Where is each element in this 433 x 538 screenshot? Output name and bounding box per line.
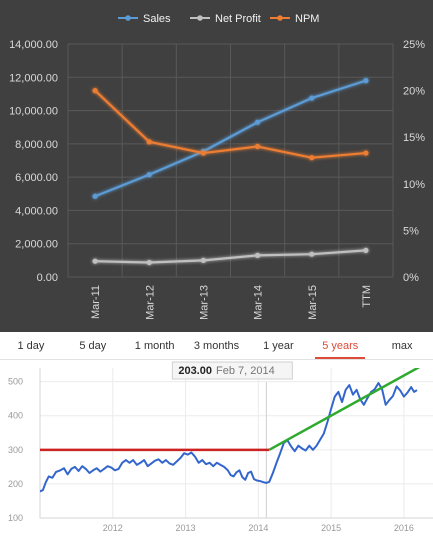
price-tooltip: 203.00 Feb 7, 2014 <box>171 361 293 380</box>
tooltip-text: 203.00 Feb 7, 2014 <box>178 365 274 377</box>
price-chart-svg: 100 200 300 400 500 2012 2013 2014 2015 2016 203.0… <box>8 361 433 533</box>
price-y-tick-label: 300 <box>8 445 23 455</box>
y-right-tick-label: 25% <box>403 39 425 51</box>
y-left-tick-label: 4,000.00 <box>15 205 58 217</box>
price-line <box>40 382 418 493</box>
x-tick-label: Mar-14 <box>253 285 265 320</box>
financials-chart: 0.00 2,000.00 4,000.00 6,000.00 8,000.00 10,0… <box>0 0 433 332</box>
data-point <box>146 259 152 266</box>
price-x-tick-label: 2012 <box>103 523 123 533</box>
tooltip-date: Feb 7, 2014 <box>216 365 275 377</box>
data-point <box>146 139 152 145</box>
data-point <box>363 150 369 156</box>
tooltip-box <box>171 361 293 380</box>
series-line <box>94 89 367 159</box>
financials-chart-svg: 0.00 2,000.00 4,000.00 6,000.00 8,000.00 10,0… <box>9 13 425 320</box>
y-left-tick-label: 6,000.00 <box>15 172 58 184</box>
range-tab-5-day[interactable]: 5 day <box>79 340 107 352</box>
data-point <box>309 251 315 257</box>
data-point <box>254 119 261 125</box>
legend-swatch-dot <box>197 15 203 21</box>
x-tick-label: Mar-13 <box>198 285 210 320</box>
y-left-tick-label: 0.00 <box>37 272 58 284</box>
range-tab-1-day[interactable]: 1 day <box>17 340 45 352</box>
series-0 <box>92 78 369 199</box>
range-tab-5-years[interactable]: 5 years <box>309 332 371 359</box>
y-right-tick-label: 15% <box>403 132 425 144</box>
data-point <box>309 155 315 161</box>
range-selector: 1 day 5 day 1 month 3 months 1 year 5 years ma… <box>0 332 433 360</box>
y-right-tick-label: 5% <box>403 225 419 237</box>
legend-label: Net Profit <box>215 13 261 25</box>
price-x-tick-label: 2013 <box>176 523 196 533</box>
data-point <box>146 172 152 178</box>
data-point <box>254 252 261 258</box>
range-tab-1-year[interactable]: 1 year <box>263 340 294 352</box>
price-x-tick-label: 2016 <box>394 523 414 533</box>
series-line <box>95 249 366 264</box>
data-point <box>254 143 261 150</box>
y-left-tick-label: 12,000.00 <box>9 72 58 84</box>
y-left-tick-label: 2,000.00 <box>15 239 58 251</box>
y-right-tick-label: 0% <box>403 272 419 284</box>
trend-line <box>268 368 421 451</box>
data-point <box>200 150 207 156</box>
price-y-tick-label: 200 <box>8 479 23 489</box>
x-tick-label: Mar-11 <box>90 285 102 319</box>
y-right-tick-label: 10% <box>403 179 425 191</box>
y-left-tick-label: 10,000.00 <box>9 106 58 118</box>
data-point <box>309 95 315 101</box>
price-x-tick-label: 2015 <box>321 523 341 533</box>
price-y-tick-label: 100 <box>8 513 23 523</box>
y-right-tick-label: 20% <box>403 86 425 98</box>
y-left-tick-label: 8,000.00 <box>15 139 58 151</box>
legend-label: Sales <box>143 13 171 25</box>
legend-swatch-dot <box>125 15 131 21</box>
legend-label: NPM <box>295 13 319 25</box>
data-point <box>92 88 98 94</box>
data-point <box>363 247 369 253</box>
range-tab-3-months[interactable]: 3 months <box>193 340 240 352</box>
range-tab-max[interactable]: max <box>391 340 413 352</box>
legend-swatch-dot <box>277 15 283 21</box>
series-line <box>94 79 367 198</box>
data-point <box>200 257 207 263</box>
data-point <box>92 258 98 264</box>
data-point <box>363 78 369 84</box>
price-x-tick-label: 2014 <box>248 523 268 533</box>
x-tick-label: Mar-15 <box>307 285 319 320</box>
x-tick-label: TTM <box>361 285 373 308</box>
range-tab-1-month[interactable]: 1 month <box>134 340 175 352</box>
series-1 <box>92 247 369 266</box>
x-tick-label: Mar-12 <box>144 285 156 320</box>
y-left-tick-label: 14,000.00 <box>9 39 58 51</box>
price-y-tick-label: 400 <box>8 411 23 421</box>
tooltip-value: 203.00 <box>178 365 212 377</box>
data-point <box>92 193 98 199</box>
series-2 <box>92 88 369 161</box>
price-y-tick-label: 500 <box>8 377 23 387</box>
price-chart: 100 200 300 400 500 2012 2013 2014 2015 2016 203.0… <box>0 360 433 538</box>
